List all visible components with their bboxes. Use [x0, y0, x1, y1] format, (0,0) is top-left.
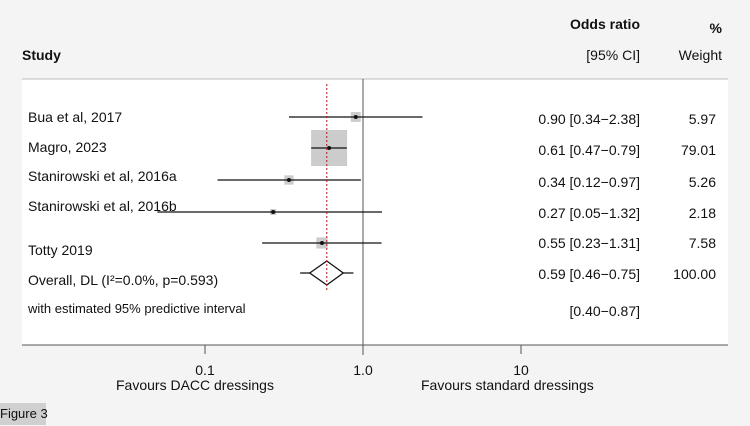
- weight-value: 79.01: [680, 142, 716, 158]
- overall-weight-value: 100.00: [673, 266, 716, 282]
- ci-value: 0.55 [0.23−1.31]: [538, 235, 640, 251]
- ci-value: 0.27 [0.05−1.32]: [538, 205, 640, 221]
- overall-ci-value: 0.59 [0.46−0.75]: [538, 266, 640, 282]
- header-percent: %: [709, 20, 722, 36]
- point-estimate: [271, 210, 276, 214]
- weight-value: 5.97: [688, 111, 716, 127]
- predictive-ci-value: [0.40−0.87]: [569, 303, 640, 319]
- study-label: Bua et al, 2017: [28, 109, 123, 125]
- point-estimate: [353, 115, 358, 119]
- favours-left-label: Favours DACC dressings: [116, 377, 274, 393]
- study-label: Stanirowski et al, 2016a: [28, 168, 177, 184]
- study-label: Stanirowski et al, 2016b: [28, 198, 177, 214]
- x-tick-label: 0.1: [195, 362, 215, 378]
- overall-label: Overall, DL (I²=0.0%, p=0.593): [28, 272, 219, 288]
- weight-value: 2.18: [688, 205, 716, 221]
- ci-value: 0.90 [0.34−2.38]: [538, 111, 640, 127]
- study-label: Totty 2019: [28, 242, 93, 258]
- figure-label: Figure 3: [0, 403, 48, 425]
- point-estimate: [286, 178, 291, 182]
- header-study: Study: [22, 47, 61, 63]
- x-tick-label: 1.0: [353, 362, 373, 378]
- study-label: Magro, 2023: [28, 139, 107, 155]
- header-ci: [95% CI]: [586, 47, 640, 63]
- ci-value: 0.61 [0.47−0.79]: [538, 142, 640, 158]
- ci-value: 0.34 [0.12−0.97]: [538, 174, 640, 190]
- point-estimate: [327, 146, 332, 150]
- weight-value: 7.58: [688, 235, 716, 251]
- header-odds-ratio: Odds ratio: [569, 16, 640, 32]
- x-tick-label: 10: [513, 362, 529, 378]
- favours-right-label: Favours standard dressings: [421, 377, 594, 393]
- header-weight: Weight: [678, 47, 722, 63]
- weight-value: 5.26: [688, 174, 716, 190]
- point-estimate: [319, 241, 324, 245]
- predictive-label: with estimated 95% predictive interval: [28, 301, 246, 316]
